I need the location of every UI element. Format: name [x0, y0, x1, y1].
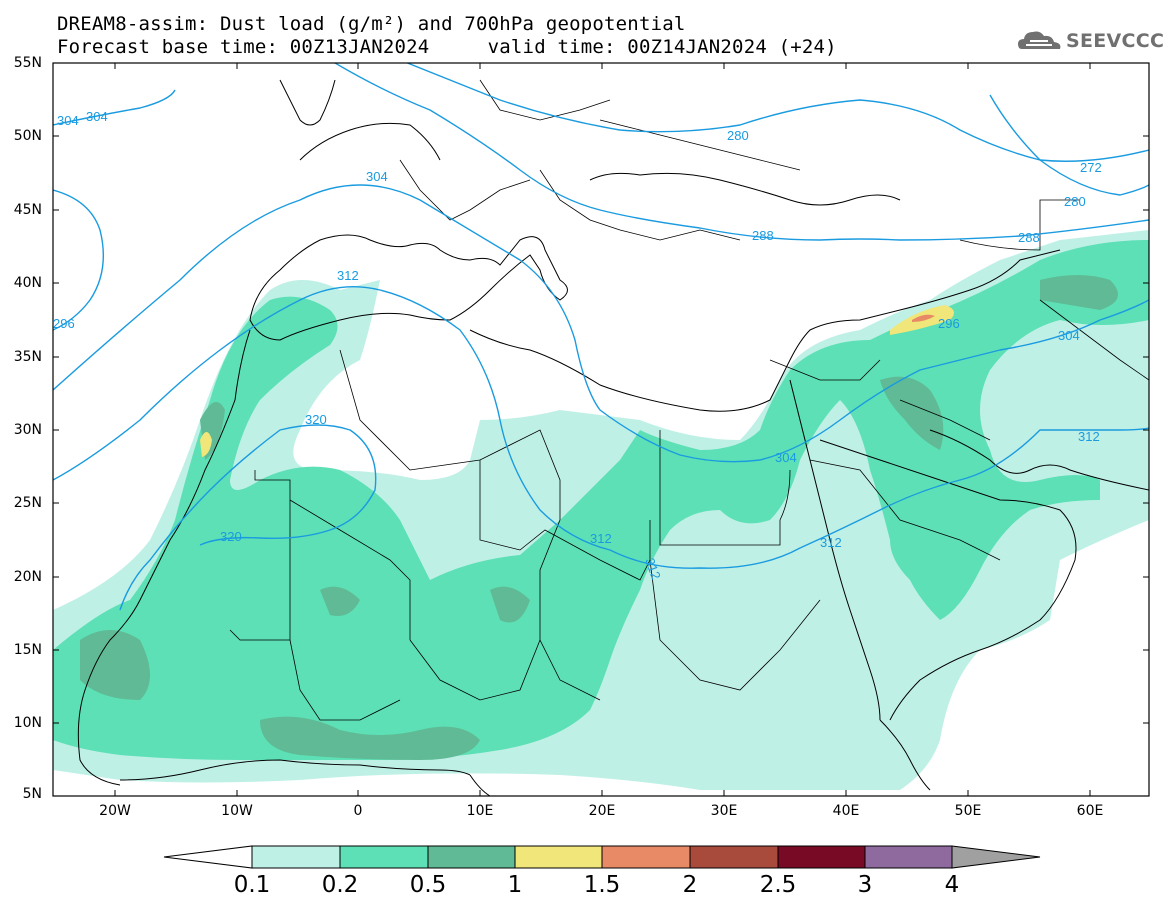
- colorbar-label: 0.5: [409, 872, 447, 898]
- colorbar-label: 4: [944, 872, 960, 898]
- colorbar-bin: [514, 845, 603, 869]
- lon-label: 20W: [99, 803, 131, 819]
- axis-ticks: [53, 62, 1149, 797]
- contour-label: 304: [86, 109, 108, 124]
- contour-label: 320: [220, 529, 242, 544]
- colorbar: [163, 845, 1041, 869]
- map-title: DREAM8-assim: Dust load (g/m²) and 700hP…: [57, 13, 686, 35]
- colorbar-label: 3: [857, 872, 873, 898]
- contour-label: 312: [590, 531, 612, 546]
- colorbar-bin: [689, 845, 779, 869]
- colorbar-label: 0.2: [321, 872, 359, 898]
- lon-label: 30E: [710, 803, 738, 819]
- colorbar-label: 0.1: [233, 872, 271, 898]
- contour-label: 304: [366, 169, 388, 184]
- lat-label: 10N: [13, 715, 42, 731]
- contour-label: 304: [1058, 328, 1080, 343]
- lon-label: 40E: [832, 803, 860, 819]
- dust-shading-high: [80, 275, 1118, 760]
- colorbar-label: 2.5: [759, 872, 797, 898]
- contour-label: 296: [938, 316, 960, 331]
- contour-label: 296: [53, 316, 75, 331]
- colorbar-bin: [251, 845, 341, 869]
- lat-label: 55N: [13, 55, 42, 71]
- map-subtitle: Forecast base time: 00Z13JAN2024 valid t…: [57, 36, 837, 58]
- lat-label: 30N: [13, 422, 42, 438]
- colorbar-label: 1.5: [583, 872, 621, 898]
- colorbar-bin: [339, 845, 429, 869]
- lat-label: 15N: [13, 642, 42, 658]
- lat-label: 25N: [13, 495, 42, 511]
- lat-label: 20N: [13, 569, 42, 585]
- lon-label: 0: [353, 803, 363, 819]
- coastlines: [77, 79, 1149, 796]
- contour-labels: 304 304 296 312 304 280 272 280 288 288 …: [53, 109, 1102, 581]
- contour-label: 288: [1018, 230, 1040, 245]
- contour-label: 312: [337, 268, 359, 283]
- contour-label: 320: [305, 412, 327, 427]
- lon-label: 60E: [1076, 803, 1104, 819]
- contour-label: 312: [642, 556, 664, 582]
- colorbar-bin: [601, 845, 691, 869]
- contour-label: 304: [57, 113, 79, 128]
- geopotential-contours: [53, 63, 1149, 611]
- contour-label: 312: [820, 535, 842, 550]
- logo-text: SEEVCCC: [1066, 30, 1165, 52]
- contour-label: 312: [1078, 429, 1100, 444]
- cloud-logo-icon: [1018, 31, 1061, 49]
- colorbar-bin: [864, 845, 953, 869]
- lat-label: 50N: [13, 128, 42, 144]
- colorbar-bin: [777, 845, 866, 869]
- contour-label: 304: [775, 450, 797, 465]
- lat-label: 40N: [13, 275, 42, 291]
- lon-label: 50E: [954, 803, 982, 819]
- lat-label: 35N: [13, 349, 42, 365]
- lon-label: 20E: [588, 803, 616, 819]
- contour-label: 280: [1064, 194, 1086, 209]
- contour-label: 272: [1080, 160, 1102, 175]
- lat-label: 45N: [13, 202, 42, 218]
- colorbar-over-triangle: [951, 845, 1041, 869]
- contour-label: 280: [727, 128, 749, 143]
- lon-label: 10E: [466, 803, 494, 819]
- contour-label: 288: [752, 228, 774, 243]
- dust-shading-mid: [53, 240, 1149, 760]
- colorbar-under-triangle: [163, 845, 253, 869]
- lat-label: 5N: [22, 786, 42, 802]
- colorbar-label: 2: [682, 872, 698, 898]
- colorbar-bin: [427, 845, 516, 869]
- colorbar-label: 1: [507, 872, 523, 898]
- lon-label: 10W: [221, 803, 253, 819]
